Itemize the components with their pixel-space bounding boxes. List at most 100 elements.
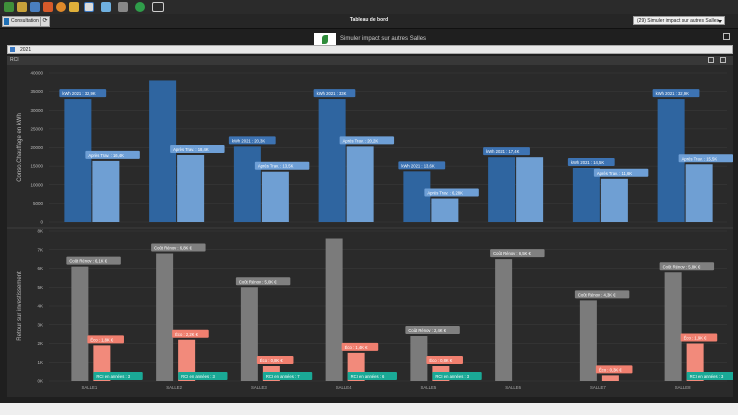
export-icon[interactable] — [708, 57, 714, 63]
folder-icon[interactable] — [17, 2, 27, 12]
apres-trav-bar — [92, 160, 120, 222]
category-label: SALLE3 — [251, 385, 267, 390]
eco-data-label: Éco : 1,4K € — [345, 345, 368, 350]
year-filter[interactable]: 2021 — [7, 45, 733, 54]
kwh-data-label: kWh 2021 : 33K — [317, 91, 347, 96]
chart-icon[interactable] — [84, 2, 94, 12]
home-icon[interactable] — [4, 2, 14, 12]
apres-trav-bar — [346, 146, 374, 222]
settings-icon[interactable] — [135, 2, 145, 12]
category-label: SALLE8 — [675, 385, 691, 390]
apres-data-label: Après Trav. : 6,28K — [427, 191, 463, 196]
kwh-data-label-bg — [59, 89, 107, 98]
apres-data-label: Après Trav. : 15,5K — [682, 156, 718, 161]
apres-data-label: Après Trav. : 18,4K — [173, 147, 209, 152]
alert-icon[interactable] — [43, 2, 53, 12]
bottom-y-tick-label: 8K — [37, 229, 43, 234]
apres-trav-bar — [431, 198, 459, 222]
bottom-y-tick-label: 0K — [37, 379, 43, 384]
export-icon[interactable] — [118, 2, 128, 12]
bottom-y-tick-label: 6K — [37, 266, 43, 271]
category-label: SALLE4 — [336, 385, 352, 390]
apres-trav-bar — [261, 171, 289, 222]
cout-renov-bar — [495, 259, 513, 381]
cout-data-label-bg — [659, 262, 715, 271]
rci-data-label-bg — [347, 372, 397, 380]
screen-icon[interactable] — [152, 2, 164, 12]
rci-data-label: RCI en années : 3 — [96, 374, 130, 379]
cout-renov-bar — [71, 266, 89, 381]
cout-renov-bar — [240, 287, 258, 381]
cout-data-label: Coût Rénov : 5,8K € — [663, 264, 701, 269]
eco-data-label-bg — [87, 335, 124, 344]
rci-data-label-bg — [262, 372, 313, 380]
top-y-tick-label: 40000 — [30, 71, 43, 76]
eco-data-label: Éco : 1,9K € — [684, 336, 707, 341]
bottom-y-tick-label: 1K — [37, 360, 43, 365]
kwh-bar — [488, 157, 516, 222]
rci-data-label-bg — [686, 372, 733, 380]
cout-data-label: Coût Rénov : 4,3K € — [578, 292, 616, 297]
dashboard-select[interactable]: (29) Simuler impact sur autres Salles — [633, 16, 725, 25]
kwh-data-label-bg — [652, 89, 700, 98]
kwh-data-label: kWh 2021 : 32,9K — [656, 91, 689, 96]
apres-data-label: Après Trav. : 16,4K — [88, 153, 124, 158]
apres-data-label-bg — [424, 188, 479, 197]
eco-bar — [178, 339, 196, 381]
top-y-axis-label: Conso.Chauffage en kWh — [17, 113, 23, 182]
top-y-tick-label: 25000 — [30, 126, 43, 131]
cout-data-label-bg — [151, 243, 206, 252]
kwh-data-label-bg — [398, 161, 446, 170]
cout-data-label: Coût Rénov : 6,8K € — [154, 246, 192, 251]
cout-renov-bar — [325, 238, 343, 381]
cube-icon[interactable] — [101, 2, 111, 12]
document-icon[interactable] — [30, 2, 40, 12]
cout-renov-bar — [664, 272, 682, 381]
apres-data-label-bg — [593, 168, 649, 177]
target-icon[interactable] — [56, 2, 66, 12]
top-y-tick-label: 0 — [40, 220, 43, 225]
bottom-y-tick-label: 7K — [37, 247, 43, 252]
cout-renov-bar — [156, 253, 174, 381]
kwh-data-label-bg — [567, 157, 615, 166]
bottom-y-tick-label: 2K — [37, 341, 43, 346]
cout-data-label: Coût Rénov : 6,5K € — [493, 251, 531, 256]
category-label: SALLE6 — [505, 385, 521, 390]
category-label: SALLE7 — [590, 385, 606, 390]
top-y-tick-label: 20000 — [30, 145, 43, 150]
top-y-tick-label: 30000 — [30, 108, 43, 113]
apres-data-label-bg — [678, 154, 733, 163]
eco-data-label: Éco : 0,8K € — [260, 358, 283, 363]
eco-data-label-bg — [172, 329, 209, 338]
apres-data-label-bg — [85, 150, 140, 159]
export-icon[interactable] — [723, 33, 730, 40]
rci-data-label-bg — [93, 372, 143, 380]
leaf-logo-icon — [314, 33, 336, 46]
home-icon[interactable] — [10, 47, 15, 52]
eco-data-label-bg — [341, 342, 379, 351]
top-y-tick-label: 5000 — [33, 201, 44, 206]
top-toolbar — [0, 0, 738, 15]
cout-data-label-bg — [405, 326, 460, 334]
page-title: Tableau de bord — [349, 17, 389, 23]
simulate-button[interactable]: Simuler impact sur autres Salles — [314, 33, 426, 46]
refresh-button[interactable]: ⟳ — [40, 16, 50, 27]
refresh-icon: ⟳ — [42, 18, 48, 24]
rci-data-label: RCI en années : 6 — [351, 374, 385, 379]
dashboard-icon[interactable] — [69, 2, 79, 12]
apres-trav-bar — [685, 164, 713, 222]
rci-data-label-bg — [432, 372, 482, 380]
kwh-data-label: kWh 2021 : 14,5K — [571, 160, 604, 165]
rci-data-label: RCI en années : 3 — [690, 374, 724, 379]
rci-data-label-bg — [178, 372, 228, 380]
bottom-y-tick-label: 5K — [37, 285, 43, 290]
cout-renov-bar — [579, 300, 597, 381]
category-label: SALLE1 — [81, 385, 97, 390]
bottom-y-axis-label: Retour sur investissement — [17, 271, 23, 341]
eco-data-label-bg — [680, 333, 718, 342]
fullscreen-icon[interactable] — [720, 57, 726, 63]
apres-data-label: Après Trav. : 20,2K — [343, 138, 379, 143]
apres-trav-bar — [516, 157, 544, 222]
top-y-tick-label: 10000 — [30, 182, 43, 187]
kwh-data-label-bg — [228, 136, 276, 145]
